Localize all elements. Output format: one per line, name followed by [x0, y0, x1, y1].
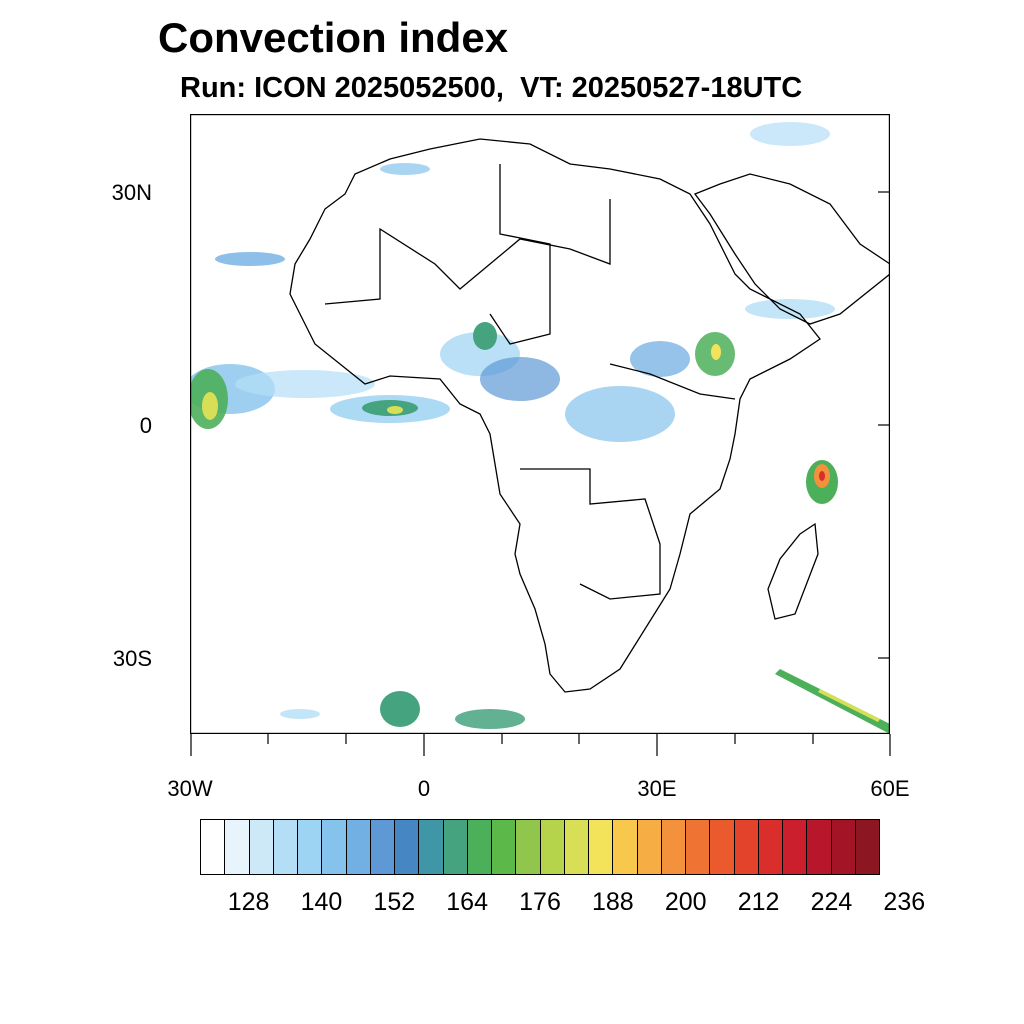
convection-cell	[819, 471, 825, 481]
colorbar-swatch	[443, 820, 468, 874]
convection-cell	[380, 163, 430, 175]
map-frame	[190, 114, 890, 734]
convection-cell	[235, 370, 375, 398]
colorbar-swatch	[249, 820, 274, 874]
colorbar-label: 164	[446, 888, 488, 916]
colorbar-swatch	[370, 820, 395, 874]
convection-cell	[202, 392, 218, 420]
lon-label-30w: 30W	[167, 776, 213, 801]
map-panel	[190, 114, 890, 734]
map-border	[190, 114, 890, 734]
colorbar-swatch	[273, 820, 298, 874]
convection-cell	[380, 691, 420, 727]
map-subtitle: Run: ICON 2025052500, VT: 20250527-18UTC	[180, 72, 803, 104]
colorbar-swatch	[346, 820, 371, 874]
colorbar-label: 200	[664, 888, 707, 916]
colorbar-swatch	[783, 820, 808, 874]
lon-label-30e: 30E	[637, 776, 677, 801]
colorbar-swatch	[516, 820, 541, 874]
lat-label-0: 0	[139, 413, 152, 438]
country-border	[609, 363, 736, 400]
country-border	[324, 199, 611, 305]
convection-cell	[280, 709, 320, 719]
convection-field	[190, 122, 890, 734]
colorbar-swatch	[661, 820, 686, 874]
colorbar-swatch	[855, 820, 879, 874]
convection-cell	[750, 122, 830, 146]
colorbar-swatch	[831, 820, 856, 874]
colorbar-swatch	[201, 820, 226, 874]
country-border	[489, 164, 551, 345]
colorbar	[200, 819, 880, 875]
colorbar-swatch	[467, 820, 492, 874]
convection-cell	[711, 344, 721, 360]
colorbar-swatch	[758, 820, 783, 874]
arabia-coastline	[693, 173, 890, 325]
colorbar-swatch	[225, 820, 250, 874]
lat-label-30n: 30N	[111, 180, 152, 205]
colorbar-label: 212	[737, 888, 780, 916]
country-border	[520, 468, 661, 600]
colorbar-swatch	[734, 820, 759, 874]
colorbar-swatch	[395, 820, 420, 874]
lon-label-60e: 60E	[870, 776, 910, 801]
colorbar-label: 224	[810, 888, 853, 916]
colorbar-label: 236	[883, 888, 926, 916]
lat-label-30s: 30S	[112, 646, 152, 671]
convection-band	[818, 689, 880, 722]
convection-cell	[387, 406, 403, 414]
convection-cell	[565, 386, 675, 442]
convection-cell	[480, 357, 560, 401]
convection-cell	[473, 322, 497, 350]
africa-coastline	[289, 138, 821, 693]
colorbar-swatch	[492, 820, 517, 874]
colorbar-swatch	[589, 820, 614, 874]
map-title: Convection index	[158, 14, 509, 61]
lon-ticks	[190, 734, 891, 756]
colorbar-label: 152	[373, 888, 416, 916]
colorbar-swatch	[564, 820, 589, 874]
convection-cell	[455, 709, 525, 729]
madagascar-coastline	[767, 522, 819, 620]
colorbar-swatch	[540, 820, 565, 874]
map-canvas	[190, 114, 890, 734]
convection-band	[775, 669, 890, 734]
colorbar-label: 140	[300, 888, 343, 916]
colorbar-swatch	[613, 820, 638, 874]
colorbar-label: 128	[227, 888, 270, 916]
colorbar-swatch	[686, 820, 711, 874]
colorbar-label: 176	[519, 888, 561, 916]
colorbar-swatch	[637, 820, 662, 874]
colorbar-swatch	[322, 820, 347, 874]
coastlines	[289, 138, 890, 693]
convection-cell	[215, 252, 285, 266]
colorbar-label: 188	[591, 888, 634, 916]
colorbar-swatch	[807, 820, 832, 874]
lon-label-0: 0	[417, 776, 431, 801]
colorbar-swatch	[419, 820, 444, 874]
colorbar-swatch	[710, 820, 735, 874]
colorbar-swatch	[298, 820, 323, 874]
convection-cell	[630, 341, 690, 377]
